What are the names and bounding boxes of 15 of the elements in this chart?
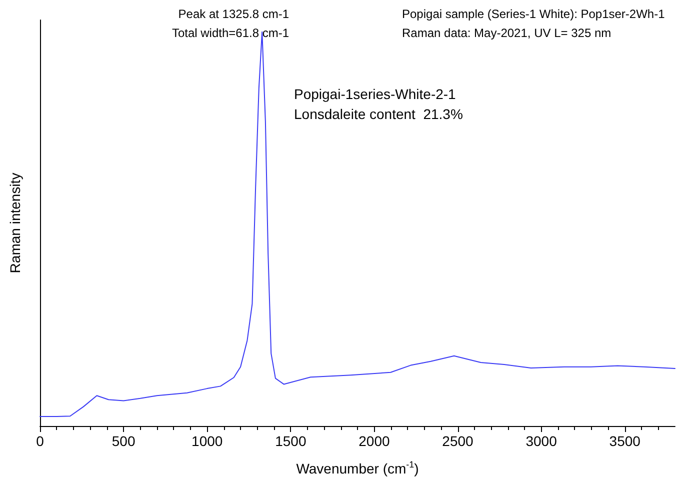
x-tick-label: 3500 — [609, 433, 641, 449]
annotation: Lonsdaleite content 21.3% — [294, 106, 463, 122]
x-tick-label: 1000 — [192, 433, 223, 449]
annotation: Popigai-1series-White-2-1 — [294, 86, 456, 102]
x-tick-label: 2500 — [442, 433, 474, 449]
x-tick-label: 2000 — [358, 433, 390, 449]
annotation: Total width=61.8 cm-1 — [172, 26, 290, 40]
text: Peak at 1325.8 cm-1 — [178, 7, 290, 21]
x-tick-label: 0 — [36, 433, 44, 449]
x-tick-label: 500 — [112, 433, 136, 449]
x-tick-label: 3000 — [526, 433, 558, 449]
annotation: Raman data: May-2021, UV L= 325 nm — [402, 26, 612, 40]
x-tick-label: 1500 — [275, 433, 306, 449]
y-axis-title: Raman intensity — [7, 172, 23, 274]
text: Popigai sample (Series-1 White): Pop1ser-2Wh-1 — [402, 7, 666, 21]
